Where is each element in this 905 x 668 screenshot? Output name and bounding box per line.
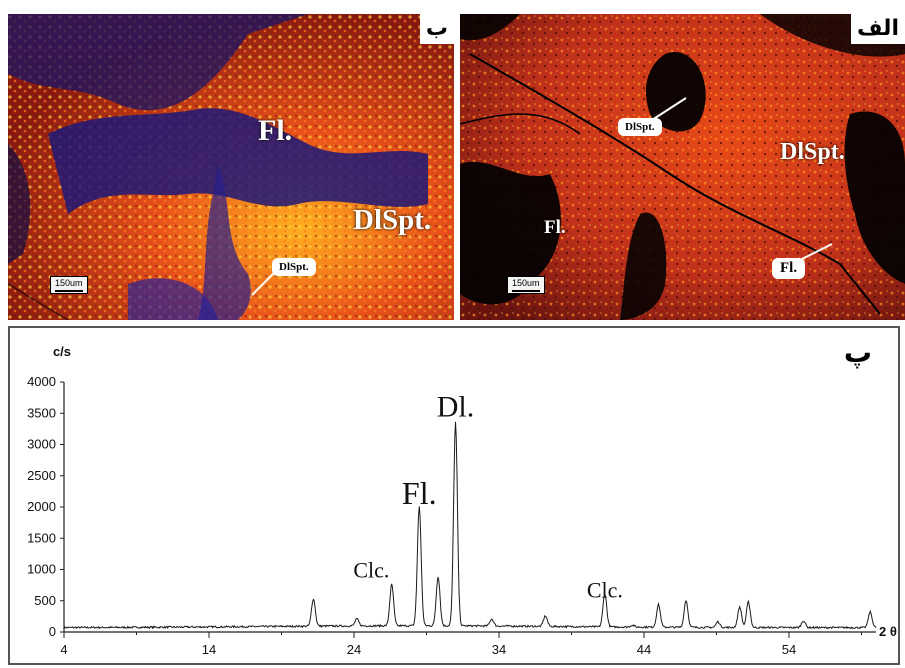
panel-a-dlspt-label: DlSpt. (780, 139, 845, 165)
panel-a-fl-pointer (799, 243, 833, 261)
micrograph-a-image (460, 14, 905, 320)
panel-b-tag: ب (419, 14, 454, 44)
panel-a-scale-bar: 150um (507, 276, 545, 294)
x-tick-label: 54 (782, 642, 796, 657)
x-tick-label: 34 (492, 642, 506, 657)
panel-a-scale-line (512, 290, 540, 292)
y-tick-label: 2000 (27, 499, 56, 514)
panel-b-callout-pointer (251, 270, 277, 296)
xrd-chart: 0 500 1000 1500 2000 2500 3000 3500 4000 4 14 24 34 4… (27, 336, 897, 657)
x-axis-label: 2 θ (879, 624, 897, 639)
panel-a-fl-callout: Fl. (772, 258, 806, 279)
panel-b-dlspt-callout: DlSpt. (272, 258, 316, 276)
x-tick-label: 14 (202, 642, 216, 657)
xrd-peak-point (803, 619, 804, 620)
y-tick-label: 3000 (27, 437, 56, 452)
x-tick-label: 44 (637, 642, 651, 657)
panel-a-fl-label: Fl. (544, 217, 566, 238)
peak-annotation: Dl. (437, 390, 475, 423)
panel-a-callout-pointer (651, 97, 687, 121)
panel-a-scale-text: 150um (512, 278, 540, 288)
panel-b-dlspt-label: DlSpt. (353, 204, 432, 236)
y-tick-label: 1500 (27, 530, 56, 545)
micrograph-panel-b: ب Fl. DlSpt. DlSpt. 150um (8, 14, 454, 320)
xrd-chart-panel: 0 500 1000 1500 2000 2500 3000 3500 4000 4 14 24 34 4… (8, 326, 900, 665)
y-axis-label: c/s (53, 344, 71, 359)
peak-annotation: Clc. (587, 578, 623, 603)
micrograph-b-image (8, 14, 454, 320)
y-tick-label: 500 (34, 593, 56, 608)
xrd-panel-tag: پ (844, 336, 872, 369)
y-tick-label: 0 (49, 624, 56, 639)
y-tick-label: 1000 (27, 562, 56, 577)
xrd-trace (63, 421, 877, 630)
xrd-peak-point (686, 599, 687, 600)
peak-annotation: Fl. (402, 475, 437, 511)
y-tick-label: 3500 (27, 405, 56, 420)
panel-b-fl-label: Fl. (258, 114, 293, 147)
panel-a-tag: الف (850, 14, 905, 44)
y-tick-label: 2500 (27, 468, 56, 483)
panel-a-dlspt-callout: DlSpt. (618, 118, 662, 136)
x-tick-label: 24 (347, 642, 361, 657)
panel-b-scale-line (55, 290, 83, 292)
micrograph-panel-a: الف DlSpt. DlSpt. Fl. Fl. 150um (460, 14, 905, 320)
x-tick-label: 4 (60, 642, 67, 657)
peak-annotation: Clc. (353, 558, 389, 583)
panel-b-scale-text: 150um (55, 278, 83, 288)
y-tick-label: 4000 (27, 374, 56, 389)
panel-b-scale-bar: 150um (50, 276, 88, 294)
